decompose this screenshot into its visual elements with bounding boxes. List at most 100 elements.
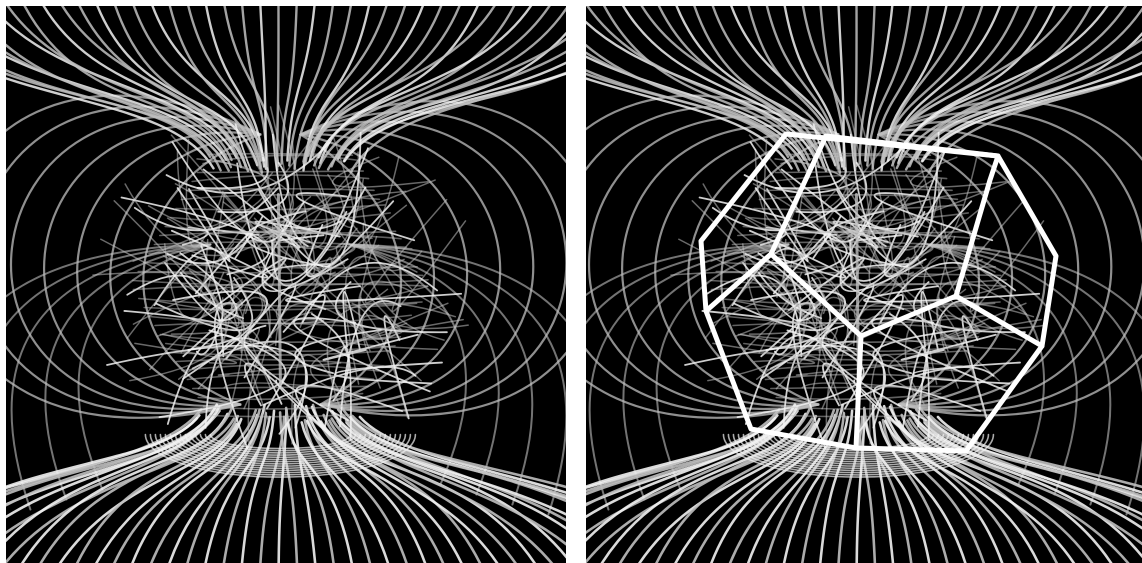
left-bottom-fan-line bbox=[6, 403, 219, 519]
dodecahedron-edge bbox=[703, 251, 774, 314]
right-top-fan-line bbox=[854, 6, 858, 172]
left-core-line bbox=[204, 337, 280, 429]
right-core-line bbox=[839, 263, 910, 311]
left-bottom-fan-line bbox=[303, 418, 372, 563]
left-bottom-fan-line bbox=[39, 405, 234, 563]
left-polar-swirl bbox=[164, 433, 397, 470]
right-bottom-fan-line bbox=[878, 421, 967, 563]
right-bottom-fan-line bbox=[855, 408, 866, 563]
left-bottom-fan-line bbox=[345, 421, 566, 516]
left-top-fan-line bbox=[6, 55, 228, 161]
left-outer-arc bbox=[349, 243, 566, 323]
left-bottom-fan-line bbox=[277, 408, 288, 563]
left-core-line bbox=[176, 148, 274, 228]
left-top-fan-line bbox=[276, 6, 280, 172]
left-outer-arc bbox=[349, 243, 534, 506]
left-core-line bbox=[261, 263, 331, 311]
right-top-fan-line bbox=[864, 6, 894, 162]
left-core-line bbox=[217, 362, 342, 376]
right-core-line bbox=[904, 302, 1035, 409]
left-bottom-fan-line bbox=[222, 411, 268, 563]
left-latitude-streak bbox=[159, 231, 402, 240]
left-top-fan-line bbox=[205, 6, 266, 168]
left-bottom-fan-line bbox=[305, 419, 463, 563]
right-outer-arc bbox=[927, 243, 1046, 486]
left-core-line bbox=[171, 141, 289, 243]
left-core-line bbox=[326, 302, 457, 409]
right-core-line bbox=[701, 310, 819, 351]
right-core-line bbox=[892, 243, 934, 264]
right-core-line bbox=[795, 362, 920, 376]
field-lines-panel-left bbox=[6, 6, 566, 563]
left-bottom-fan-line bbox=[6, 405, 221, 543]
right-core-line bbox=[749, 141, 867, 243]
right-top-fan-line bbox=[880, 6, 984, 163]
right-polar-swirl bbox=[782, 433, 935, 452]
right-dipole-loop bbox=[621, 124, 840, 407]
left-polar-swirl bbox=[209, 433, 352, 450]
right-core-line bbox=[850, 222, 874, 281]
right-core-line bbox=[888, 318, 1042, 400]
right-core-line bbox=[879, 261, 1017, 324]
right-core-line bbox=[900, 290, 979, 340]
right-outer-arc bbox=[927, 243, 1112, 506]
left-core-line bbox=[324, 346, 352, 441]
right-core-line bbox=[878, 204, 986, 297]
left-outer-arc bbox=[349, 243, 467, 486]
left-bottom-fan-line bbox=[113, 408, 258, 563]
left-latitude-streak bbox=[192, 385, 369, 390]
left-polar-swirl bbox=[189, 433, 372, 459]
right-bottom-fan-line bbox=[764, 412, 842, 563]
left-polar-swirl bbox=[179, 433, 382, 463]
left-latitude-streak bbox=[207, 152, 354, 156]
left-core-line bbox=[92, 271, 249, 315]
left-bottom-fan-line bbox=[300, 421, 390, 563]
right-latitude-streak bbox=[774, 170, 943, 174]
left-latitude-streak bbox=[202, 403, 358, 410]
left-top-fan-line bbox=[6, 6, 233, 162]
left-latitude-streak bbox=[202, 154, 359, 165]
left-polar-swirl bbox=[149, 433, 412, 476]
left-top-fan-line bbox=[132, 6, 262, 170]
field-lines-panel-right bbox=[586, 6, 1142, 563]
left-polar-swirl bbox=[154, 433, 407, 474]
right-core-line bbox=[691, 200, 801, 315]
left-bottom-fan-line bbox=[322, 413, 482, 563]
field-lines-image-left bbox=[6, 6, 566, 563]
right-top-fan-line bbox=[693, 6, 825, 167]
right-core-line bbox=[769, 340, 885, 429]
left-outer-arc bbox=[349, 243, 566, 516]
right-dipole-loop bbox=[654, 131, 840, 406]
right-top-fan-line bbox=[586, 69, 790, 159]
right-core-line bbox=[821, 324, 927, 422]
right-top-fan-line bbox=[586, 55, 806, 161]
dodecahedron-edge bbox=[698, 131, 1059, 454]
dodecahedron-edge bbox=[768, 133, 829, 257]
right-core-line bbox=[702, 183, 830, 257]
right-core-line bbox=[883, 200, 973, 278]
right-core-line bbox=[743, 141, 909, 194]
left-latitude-streak bbox=[196, 170, 364, 174]
left-core-line bbox=[285, 285, 463, 303]
right-latitude-streak bbox=[764, 187, 953, 192]
right-polar-swirl bbox=[732, 433, 985, 474]
right-top-fan-line bbox=[711, 6, 840, 170]
right-latitude-streak bbox=[747, 212, 970, 223]
right-polar-swirl bbox=[777, 433, 940, 454]
right-core-line bbox=[863, 285, 1041, 303]
right-dipole-loop bbox=[877, 133, 981, 406]
right-bottom-fan-line bbox=[801, 411, 846, 563]
left-outer-arc bbox=[44, 243, 212, 501]
left-axis-line bbox=[276, 193, 282, 386]
left-top-fan-line bbox=[187, 6, 263, 162]
left-outer-arc bbox=[6, 243, 212, 328]
right-bottom-fan-line bbox=[586, 408, 781, 493]
left-top-fan-line bbox=[259, 6, 268, 170]
left-top-fan-line bbox=[280, 6, 298, 165]
right-bottom-fan-line bbox=[923, 421, 1142, 516]
right-core-line bbox=[902, 346, 930, 441]
right-bottom-fan-line bbox=[881, 418, 949, 563]
right-top-fan-line bbox=[913, 37, 1142, 159]
right-top-fan-line bbox=[927, 71, 1142, 174]
left-core-line bbox=[191, 340, 307, 429]
